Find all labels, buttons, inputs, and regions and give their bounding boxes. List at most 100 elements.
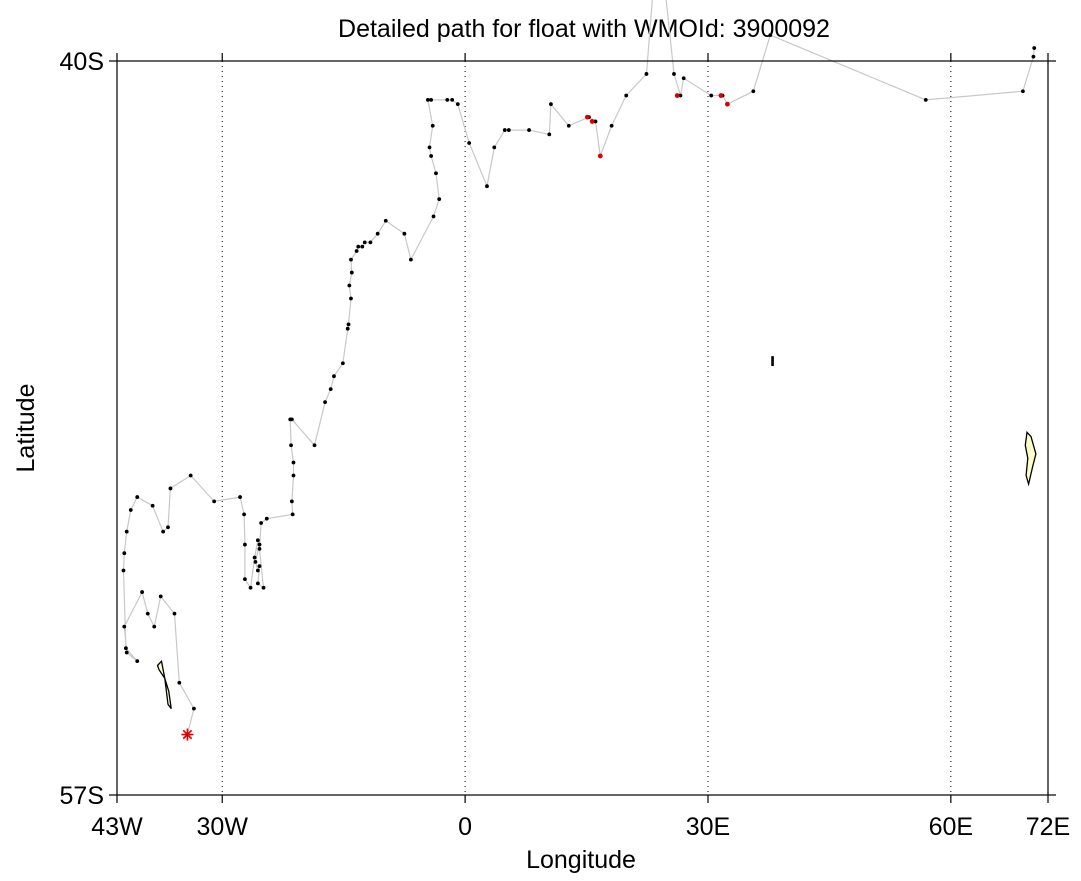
y-tick-label: 57S [60, 782, 104, 810]
track-point [429, 154, 434, 158]
track-point [212, 499, 217, 504]
track-line [122, 0, 1035, 735]
x-tick-label: 0 [458, 813, 472, 841]
x-tick-label: 30W [197, 813, 249, 841]
y-axis-title: Latitude [12, 384, 40, 473]
y-tick-label: 40S [60, 48, 104, 76]
track-point [124, 529, 129, 534]
track-point [257, 564, 262, 569]
track-point [257, 546, 262, 551]
track-point [122, 551, 127, 556]
track-point [289, 499, 294, 504]
track-point [383, 218, 388, 223]
track-point [121, 568, 126, 573]
track-point [124, 650, 129, 655]
track-point [566, 123, 571, 128]
track-point [360, 244, 365, 249]
track-point [328, 387, 333, 392]
flagged-positions [584, 93, 730, 159]
track-point [312, 443, 317, 448]
track-point [492, 145, 497, 150]
track-point [243, 577, 247, 582]
track-point [1021, 89, 1025, 94]
track-point [672, 72, 676, 76]
x-tick-label: 60E [929, 813, 973, 841]
flagged-point [725, 101, 730, 107]
track-point [177, 680, 182, 685]
start-marker [181, 728, 194, 741]
track-point [192, 706, 196, 711]
track-point [243, 542, 247, 547]
track-point [431, 214, 436, 219]
track-point [678, 93, 683, 98]
track-point [349, 296, 353, 301]
track-point [172, 611, 177, 616]
x-tick-label: 30E [686, 813, 730, 841]
track-point [168, 486, 173, 491]
track-point [253, 559, 258, 564]
track-point [434, 171, 438, 176]
track-point [751, 89, 756, 94]
track-point [527, 128, 531, 132]
track-point [261, 585, 266, 590]
track-point [430, 123, 435, 128]
track-point [152, 624, 157, 629]
track-point [445, 97, 450, 102]
track-point [402, 231, 407, 236]
track-point [255, 581, 260, 586]
track-point [242, 512, 247, 517]
track-point [345, 326, 350, 331]
start-asterisk [181, 728, 194, 741]
track-point [1031, 54, 1036, 59]
track-point [290, 512, 295, 517]
track-point [128, 508, 133, 512]
x-tick-label: 72E [1026, 813, 1070, 841]
track-point [252, 555, 257, 560]
track-point [624, 93, 629, 98]
track-point [437, 197, 442, 202]
track-point [923, 97, 928, 102]
track-point [135, 495, 140, 499]
track-point [188, 473, 193, 478]
track-point [425, 97, 430, 102]
track-point [450, 97, 455, 102]
track-point [681, 76, 686, 81]
axis-ticks: 43W 30W 0 30E 60E 72E 40S 57S [60, 48, 1071, 841]
float-positions [121, 33, 1037, 711]
track-point [354, 249, 359, 253]
track-point [455, 102, 460, 107]
track-point [124, 646, 128, 651]
flagged-point [674, 93, 680, 98]
track-point [709, 93, 714, 98]
land-outline [156, 659, 172, 709]
track-point [166, 525, 170, 530]
track-point [323, 400, 327, 404]
track-point [485, 184, 489, 189]
track-point [368, 240, 373, 245]
track-point [259, 521, 264, 525]
track-point [362, 240, 367, 245]
flagged-point [584, 114, 590, 120]
track-point [238, 495, 242, 499]
x-tick-label: 43W [91, 813, 143, 841]
track-point [291, 460, 296, 465]
track-point [429, 97, 434, 102]
track-point [356, 244, 361, 249]
track-point [122, 624, 127, 629]
track-point [161, 529, 166, 534]
track-point [257, 542, 262, 547]
track-point [375, 231, 380, 236]
track-point [349, 257, 353, 262]
track-point [768, 33, 773, 37]
track-point [264, 516, 269, 521]
track-point [349, 270, 354, 275]
track-point [291, 473, 296, 478]
track-point [248, 585, 253, 590]
track-point [347, 283, 352, 288]
track-point [467, 141, 472, 145]
track-point [289, 443, 293, 448]
flagged-point [597, 153, 603, 159]
track-point [140, 590, 144, 594]
